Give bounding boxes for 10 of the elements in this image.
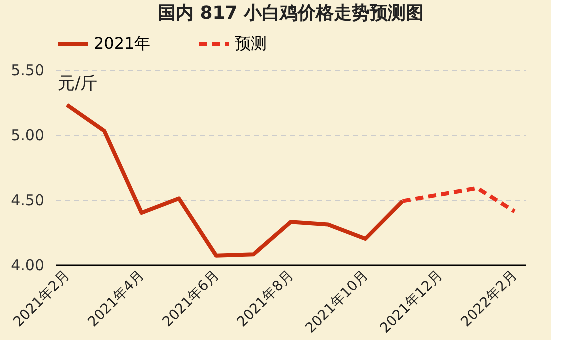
line-series xyxy=(400,186,517,214)
y-tick-label: 5.00 xyxy=(11,126,44,144)
y-axis-title: 元/斤 xyxy=(58,74,98,94)
y-tick-label: 4.00 xyxy=(11,256,44,274)
legend-label: 2021年 xyxy=(94,34,151,53)
chart-title: 国内 817 小白鸡价格走势预测图 xyxy=(158,3,424,24)
y-tick-label: 4.50 xyxy=(11,192,44,210)
line-series xyxy=(65,103,405,258)
legend-label: 预测 xyxy=(235,34,267,53)
y-tick-label: 5.50 xyxy=(11,62,44,80)
